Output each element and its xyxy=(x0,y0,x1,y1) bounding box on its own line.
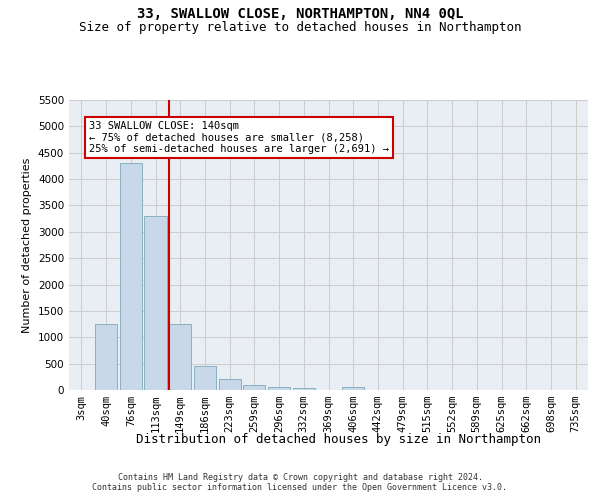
Bar xyxy=(169,324,191,390)
Bar xyxy=(342,388,364,390)
Text: Size of property relative to detached houses in Northampton: Size of property relative to detached ho… xyxy=(79,21,521,34)
Text: 33, SWALLOW CLOSE, NORTHAMPTON, NN4 0QL: 33, SWALLOW CLOSE, NORTHAMPTON, NN4 0QL xyxy=(137,8,463,22)
Bar xyxy=(243,384,265,390)
Bar xyxy=(119,164,142,390)
Bar xyxy=(194,366,216,390)
Text: Contains HM Land Registry data © Crown copyright and database right 2024.
Contai: Contains HM Land Registry data © Crown c… xyxy=(92,473,508,492)
Text: 33 SWALLOW CLOSE: 140sqm
← 75% of detached houses are smaller (8,258)
25% of sem: 33 SWALLOW CLOSE: 140sqm ← 75% of detach… xyxy=(89,121,389,154)
Bar xyxy=(293,388,315,390)
Bar xyxy=(218,380,241,390)
Bar xyxy=(145,216,167,390)
Text: Distribution of detached houses by size in Northampton: Distribution of detached houses by size … xyxy=(136,432,542,446)
Y-axis label: Number of detached properties: Number of detached properties xyxy=(22,158,32,332)
Bar xyxy=(95,324,117,390)
Bar xyxy=(268,387,290,390)
